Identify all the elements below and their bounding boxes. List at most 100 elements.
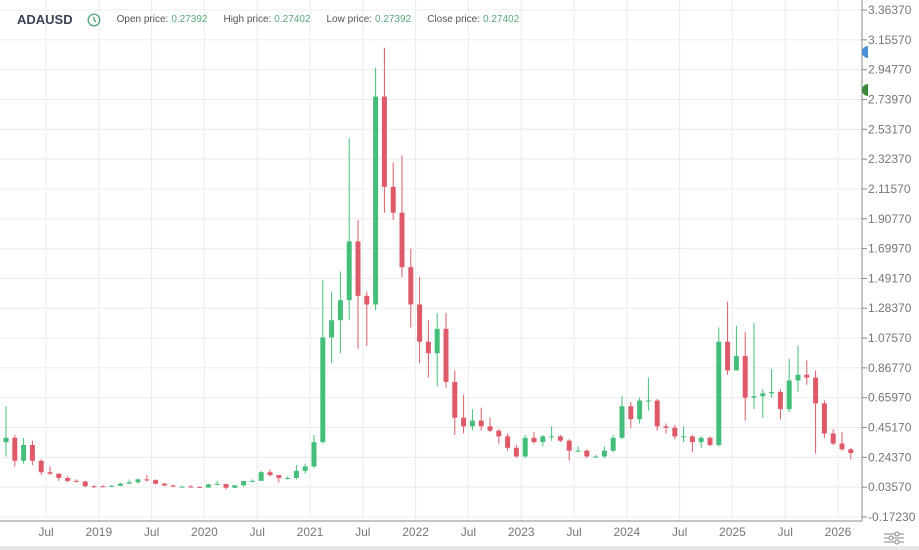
- candle-body: [628, 406, 634, 420]
- candle-body: [249, 480, 255, 482]
- candle-body: [337, 300, 343, 321]
- y-tick-label: 1.69970: [868, 242, 912, 256]
- candle-body: [557, 436, 563, 441]
- candle-body: [645, 400, 651, 402]
- x-tick-label: 2025: [719, 525, 746, 539]
- candle-body: [777, 391, 783, 410]
- high-price-value: 0.27402: [274, 14, 311, 25]
- candle-body: [417, 304, 423, 342]
- candle-body: [513, 447, 519, 457]
- candle-body: [619, 406, 625, 438]
- settings-sliders-icon[interactable]: [883, 530, 905, 546]
- y-tick-label: 3.15570: [868, 33, 912, 47]
- candle-body: [126, 482, 132, 484]
- price-marker-green: [862, 84, 868, 96]
- y-tick-label: 1.49170: [868, 271, 912, 285]
- candle-body: [549, 436, 555, 438]
- candle-body: [3, 437, 9, 443]
- candle-body: [197, 486, 203, 488]
- x-tick-label: 2023: [508, 525, 535, 539]
- candle-body: [302, 466, 308, 471]
- y-tick-label: -0.17230: [868, 510, 916, 524]
- close-price-value: 0.27402: [483, 14, 520, 25]
- candle-body: [663, 426, 669, 428]
- candle-body: [689, 436, 695, 443]
- price-marker-blue: [862, 46, 868, 58]
- candle-body: [531, 437, 537, 443]
- candle-body: [443, 328, 449, 382]
- candle-body: [698, 437, 704, 443]
- symbol-title: ADAUSD: [17, 12, 73, 27]
- candle-body: [716, 341, 722, 445]
- candle-body: [681, 436, 687, 438]
- x-tick-label: 2021: [297, 525, 324, 539]
- candle-body: [786, 380, 792, 410]
- open-price-value: 0.27392: [171, 14, 208, 25]
- candle-body: [267, 472, 273, 476]
- open-price-label: Open price:: [116, 14, 169, 25]
- y-tick-label: 2.94770: [868, 63, 912, 77]
- candle-body: [425, 341, 431, 354]
- candle-body: [346, 241, 352, 301]
- candle-body: [117, 483, 123, 486]
- candle-body: [100, 486, 106, 488]
- low-price-value: 0.27392: [375, 14, 412, 25]
- candle-body: [311, 442, 317, 467]
- candle-body: [839, 443, 845, 450]
- x-tick-label: 2024: [613, 525, 640, 539]
- candle-body: [487, 426, 493, 431]
- candle-body: [733, 356, 739, 371]
- y-tick-label: 1.90770: [868, 212, 912, 226]
- candle-body: [522, 437, 528, 457]
- y-tick-label: 0.24370: [868, 450, 912, 464]
- candle-body: [73, 480, 79, 482]
- candle-body: [751, 396, 757, 398]
- candle-body: [725, 341, 731, 371]
- candle-body: [214, 483, 220, 485]
- candle-body: [364, 295, 370, 305]
- candle-body: [540, 436, 546, 443]
- candle-body: [320, 337, 326, 443]
- candle-body: [461, 417, 467, 427]
- x-tick-label: Jul: [778, 525, 793, 539]
- candle-body: [276, 475, 282, 478]
- candle-body: [109, 485, 115, 487]
- candle-body: [65, 477, 71, 481]
- close-price-label: Close price:: [427, 14, 480, 25]
- candle-body: [452, 381, 458, 418]
- clock-icon[interactable]: [87, 12, 101, 27]
- x-tick-label: Jul: [461, 525, 476, 539]
- x-tick-label: Jul: [144, 525, 159, 539]
- candle-body: [505, 436, 511, 448]
- y-tick-label: 1.07570: [868, 331, 912, 345]
- candle-body: [637, 400, 643, 420]
- candle-body: [47, 472, 53, 474]
- candle-body: [469, 420, 475, 427]
- candle-body: [769, 391, 775, 394]
- y-tick-label: 2.11570: [868, 182, 911, 196]
- candle-body: [91, 486, 97, 488]
- x-tick-label: Jul: [250, 525, 265, 539]
- y-tick-label: 0.03570: [868, 480, 912, 494]
- candle-body: [329, 320, 335, 338]
- candle-body: [707, 437, 713, 445]
- x-tick-label: Jul: [672, 525, 687, 539]
- candle-body: [373, 96, 379, 305]
- candle-body: [179, 486, 185, 488]
- candle-body: [144, 479, 150, 481]
- horizontal-scrollbar[interactable]: [0, 546, 919, 550]
- candle-body: [285, 477, 291, 479]
- candle-body: [205, 484, 211, 488]
- candle-body: [293, 470, 299, 478]
- candle-body: [593, 456, 599, 458]
- candle-body: [390, 186, 396, 213]
- candle-body: [399, 212, 405, 268]
- y-tick-label: 1.28370: [868, 301, 912, 315]
- candle-body: [29, 444, 35, 461]
- low-price-label: Low price:: [326, 14, 373, 25]
- candle-body: [135, 479, 141, 483]
- candle-body: [760, 393, 766, 397]
- candle-body: [232, 485, 238, 488]
- y-tick-label: 3.36370: [868, 3, 912, 17]
